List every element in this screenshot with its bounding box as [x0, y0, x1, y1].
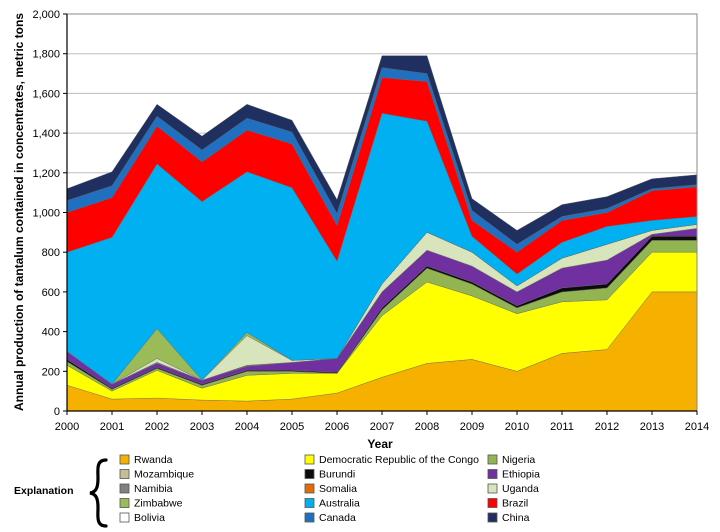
legend-label-burundi: Burundi — [319, 469, 355, 481]
x-tick-label: 2005 — [280, 421, 304, 433]
legend-label-nigeria: Nigeria — [502, 454, 535, 466]
legend-label-somalia: Somalia — [319, 483, 357, 495]
legend-label-ethiopia: Ethiopia — [502, 469, 540, 481]
y-tick-label: 1,400 — [32, 128, 60, 140]
y-tick-label: 0 — [54, 406, 60, 418]
legend-label-brazil: Brazil — [502, 498, 528, 510]
x-tick-label: 2008 — [415, 421, 439, 433]
x-tick-label: 2006 — [325, 421, 349, 433]
legend-swatch-brazil — [487, 498, 498, 508]
y-tick-label: 400 — [42, 327, 60, 339]
axes: 0 200 400 600 800 1,000 1,200 1,400 1,600 1,800 2,… — [32, 9, 709, 433]
legend-label-zimbabwe: Zimbabwe — [134, 498, 183, 510]
x-tick-label: 2002 — [145, 421, 169, 433]
legend-title: Explanation — [14, 485, 74, 497]
y-tick-label: 1,800 — [32, 49, 60, 61]
x-tick-label: 2013 — [640, 421, 664, 433]
legend-swatch-namibia — [119, 483, 130, 494]
legend-label-uganda: Uganda — [502, 483, 539, 495]
x-tick-label: 2009 — [460, 421, 484, 433]
y-tick-label: 200 — [42, 366, 60, 378]
legend-swatch-bolivia — [119, 512, 130, 523]
legend-swatch-burundi — [304, 469, 315, 479]
legend-swatch-uganda — [487, 483, 498, 494]
legend-swatch-democratic-republic-of-the-congo — [304, 454, 315, 465]
legend-swatch-zimbabwe — [119, 498, 130, 508]
y-tick-label: 1,000 — [32, 208, 60, 220]
legend-swatch-china — [487, 512, 498, 523]
x-axis-title: Year — [367, 437, 393, 451]
legend-label-rwanda: Rwanda — [134, 454, 173, 466]
legend-swatch-somalia — [304, 483, 315, 494]
x-tick-label: 2012 — [595, 421, 619, 433]
legend-swatch-rwanda — [119, 454, 130, 465]
legend-swatch-ethiopia — [487, 469, 498, 479]
legend-swatch-canada — [304, 512, 315, 523]
legend-label-democratic-republic-of-the-congo: Democratic Republic of the Congo — [319, 454, 479, 466]
x-tick-label: 2001 — [100, 421, 124, 433]
legend-swatch-nigeria — [487, 454, 498, 465]
y-tick-label: 800 — [42, 247, 60, 259]
legend-swatch-mozambique — [119, 469, 130, 479]
x-tick-label: 2000 — [55, 421, 79, 433]
x-tick-label: 2014 — [685, 421, 709, 433]
legend-label-namibia: Namibia — [134, 483, 173, 495]
legend-swatch-australia — [304, 498, 315, 508]
x-tick-label: 2011 — [550, 421, 574, 433]
legend-label-mozambique: Mozambique — [134, 469, 194, 481]
legend-label-china: China — [502, 512, 530, 524]
x-tick-label: 2010 — [505, 421, 529, 433]
legend-label-australia: Australia — [319, 498, 360, 510]
x-tick-label: 2007 — [370, 421, 394, 433]
y-tick-label: 1,600 — [32, 88, 60, 100]
area-series — [66, 55, 698, 412]
y-tick-label: 2,000 — [32, 9, 60, 21]
legend-label-canada: Canada — [319, 512, 356, 524]
legend-brace — [89, 458, 108, 528]
legend-label-bolivia: Bolivia — [134, 512, 165, 524]
y-tick-label: 600 — [42, 287, 60, 299]
y-axis-title: Annual production of tantalum contained … — [12, 13, 26, 411]
x-tick-label: 2004 — [235, 421, 259, 433]
x-tick-label: 2003 — [190, 421, 214, 433]
y-tick-label: 1,200 — [32, 168, 60, 180]
legend: Rwanda Democratic Republic of the Congo Ni… — [89, 454, 540, 528]
